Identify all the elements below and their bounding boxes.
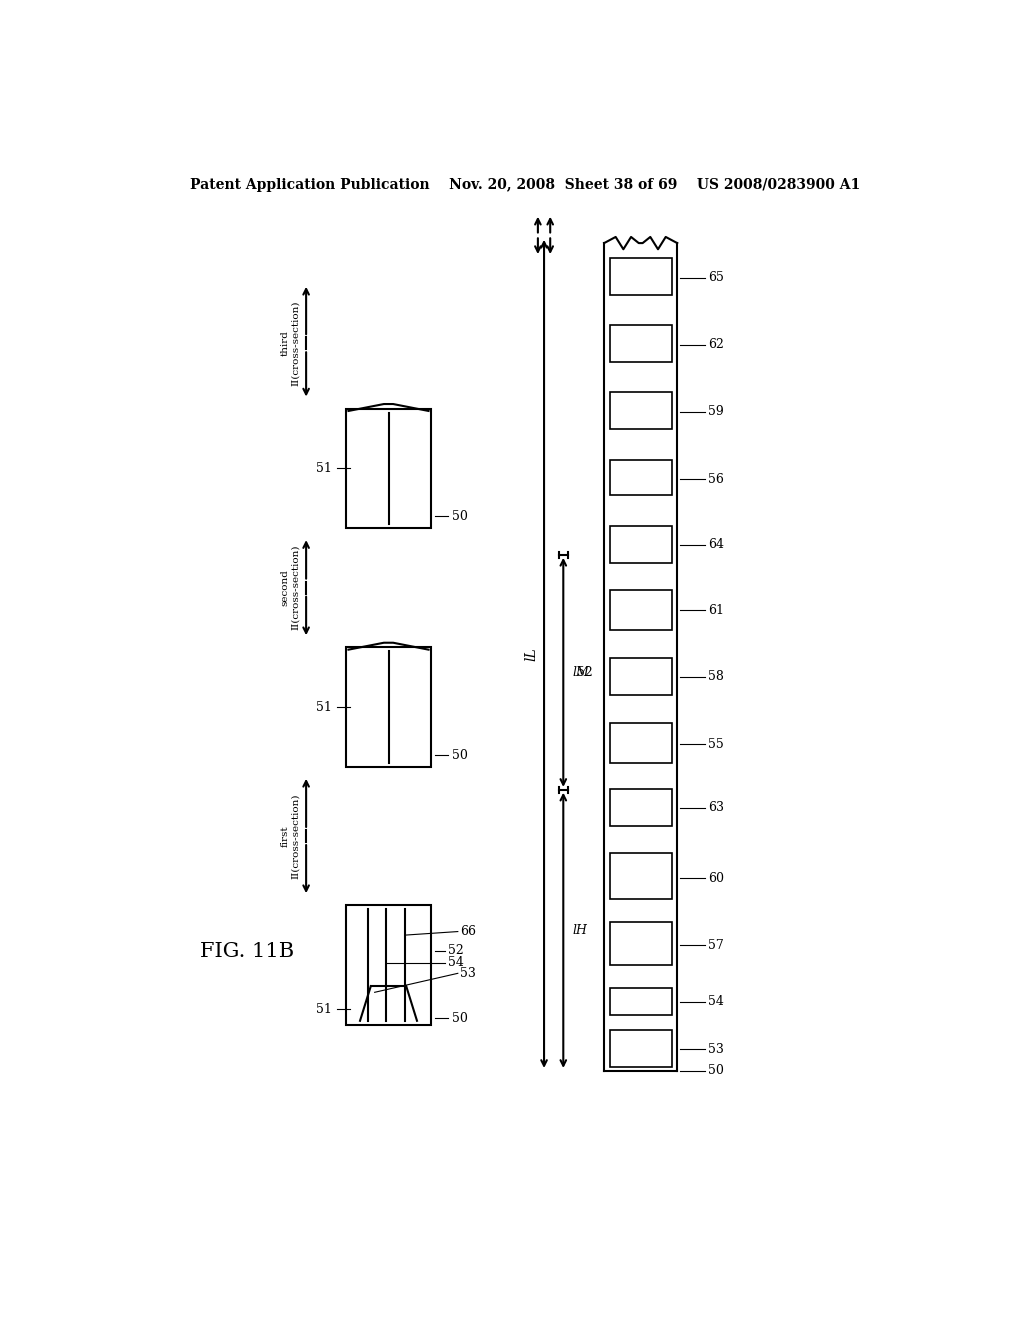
Text: Patent Application Publication    Nov. 20, 2008  Sheet 38 of 69    US 2008/02839: Patent Application Publication Nov. 20, … [189, 178, 860, 193]
Bar [346, 409, 431, 528]
Bar [609, 257, 672, 294]
Bar [609, 461, 672, 495]
Text: 50: 50 [708, 1064, 724, 1077]
Text: 60: 60 [708, 871, 724, 884]
Text: 57: 57 [708, 939, 724, 952]
Bar [609, 392, 672, 429]
Text: 51: 51 [316, 1003, 333, 1016]
Text: 56: 56 [708, 473, 724, 486]
Text: 65: 65 [708, 271, 724, 284]
Bar [609, 853, 672, 899]
Text: 54: 54 [708, 995, 724, 1008]
Bar [609, 590, 672, 631]
Text: 51: 51 [316, 462, 333, 475]
Bar [609, 987, 672, 1015]
Text: 58: 58 [708, 671, 724, 684]
Text: 55: 55 [708, 738, 724, 751]
Bar [346, 906, 431, 1024]
Text: 53: 53 [460, 966, 476, 979]
Bar [609, 923, 672, 965]
Text: 66: 66 [460, 925, 476, 939]
Bar [609, 525, 672, 562]
Text: second
II(cross-section): second II(cross-section) [281, 545, 300, 631]
Text: first
II(cross-section): first II(cross-section) [281, 793, 300, 879]
Text: 52: 52 [447, 944, 464, 957]
Text: 51: 51 [316, 701, 333, 714]
Bar [609, 326, 672, 363]
Text: 50: 50 [453, 510, 468, 523]
Text: third
II(cross-section): third II(cross-section) [281, 301, 300, 385]
Text: lH: lH [572, 924, 588, 937]
Text: FIG. 11B: FIG. 11B [200, 942, 294, 961]
Text: 63: 63 [708, 801, 724, 814]
Text: lM: lM [572, 665, 589, 678]
Bar [609, 659, 672, 696]
Text: lL: lL [524, 647, 538, 661]
Text: 54: 54 [447, 956, 464, 969]
Bar [609, 789, 672, 826]
Text: 50: 50 [453, 1012, 468, 1026]
Text: 64: 64 [708, 539, 724, 552]
Text: 62: 62 [708, 338, 724, 351]
Bar [609, 723, 672, 763]
Bar [346, 647, 431, 767]
Text: 53: 53 [708, 1043, 724, 1056]
Text: 61: 61 [708, 603, 724, 616]
Text: 59: 59 [708, 405, 724, 418]
Text: 52: 52 [578, 665, 593, 678]
Text: 50: 50 [453, 748, 468, 762]
Bar [609, 1030, 672, 1067]
